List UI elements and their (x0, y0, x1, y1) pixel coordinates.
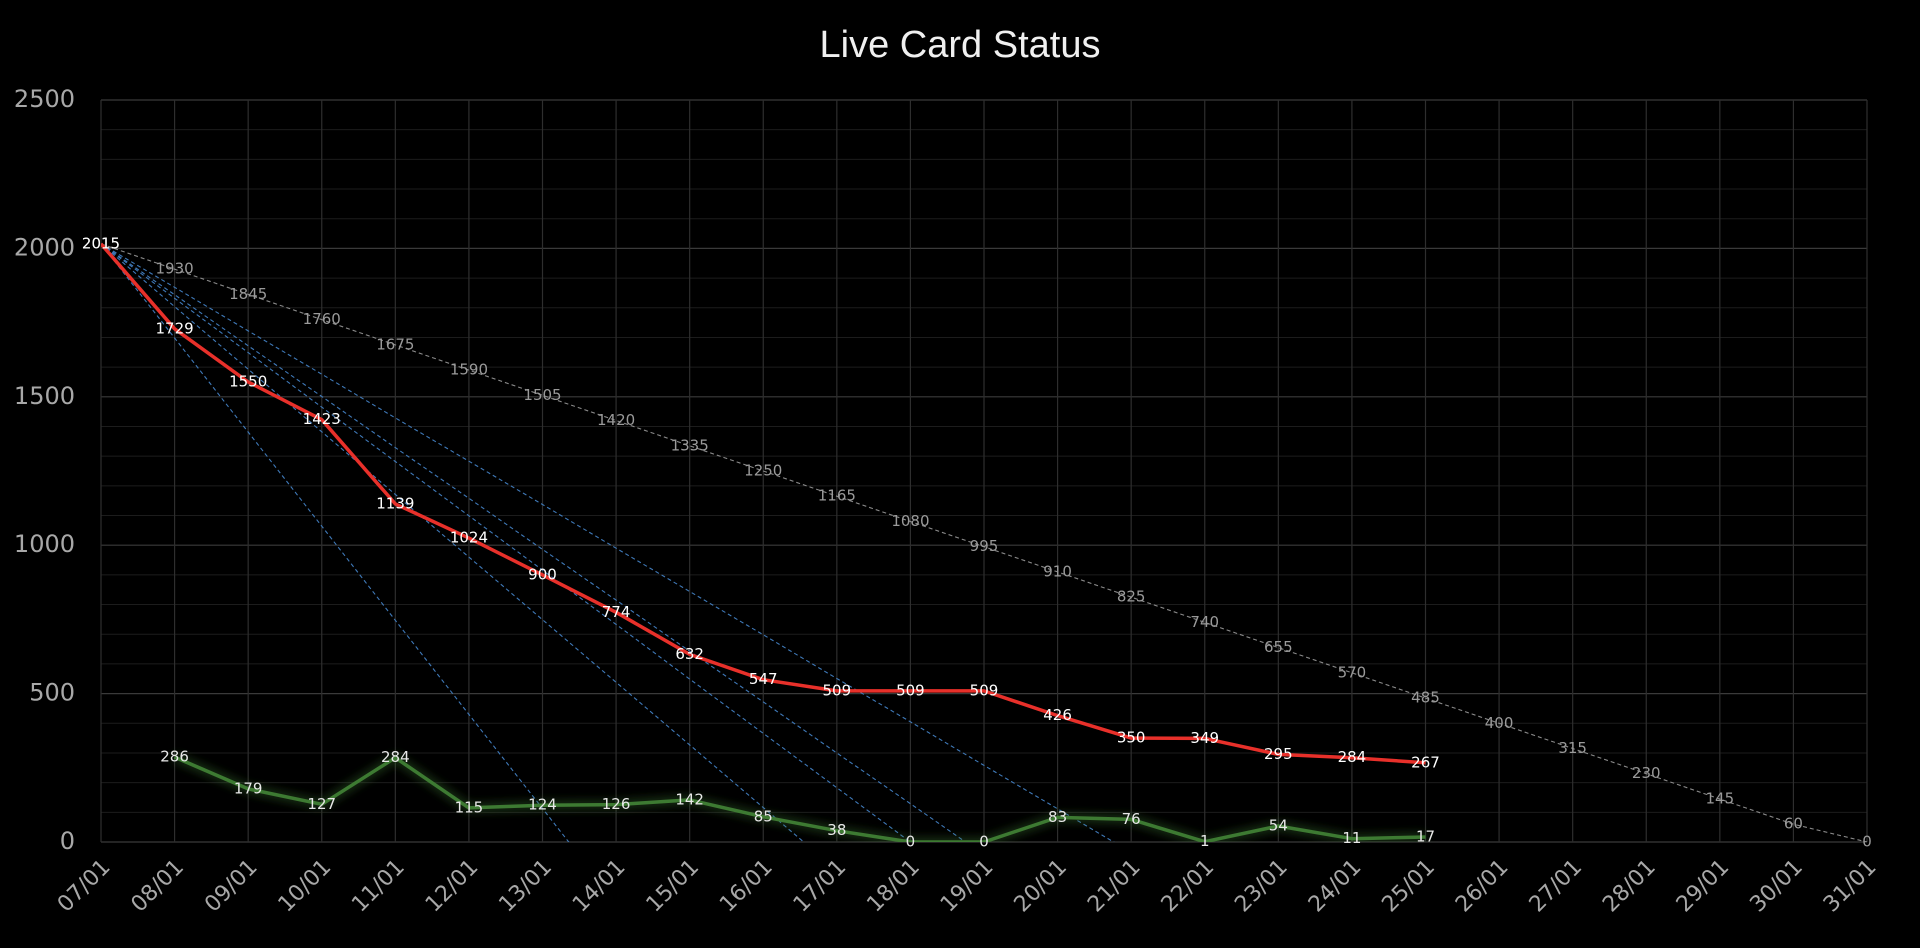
data-label: 1550 (229, 372, 267, 390)
data-label: 126 (602, 795, 631, 813)
data-label: 0 (906, 833, 916, 851)
data-label: 825 (1117, 588, 1146, 606)
data-label: 115 (455, 798, 484, 816)
y-tick-label: 2500 (14, 85, 75, 113)
data-label: 83 (1048, 808, 1067, 826)
y-tick-label: 1000 (14, 530, 75, 558)
data-label: 0 (1862, 833, 1872, 851)
data-label: 2015 (82, 234, 120, 252)
data-label: 286 (160, 748, 189, 766)
data-label: 509 (823, 681, 852, 699)
data-label: 85 (754, 807, 773, 825)
data-label: 1845 (229, 285, 267, 303)
dashed-line (101, 243, 805, 842)
data-label: 485 (1411, 689, 1440, 707)
data-label: 11 (1342, 829, 1361, 847)
data-label: 1420 (597, 411, 635, 429)
data-label: 509 (896, 681, 925, 699)
dashed-line (101, 243, 570, 842)
data-label: 284 (1338, 748, 1367, 766)
y-tick-label: 0 (60, 827, 75, 855)
data-label: 315 (1558, 739, 1587, 757)
data-label: 127 (307, 795, 336, 813)
data-label: 350 (1117, 729, 1146, 747)
data-label: 655 (1264, 638, 1293, 656)
data-label: 1729 (155, 319, 193, 337)
chart-title: Live Card Status (820, 24, 1101, 66)
data-label: 230 (1632, 764, 1661, 782)
data-label: 349 (1190, 729, 1219, 747)
dashed-line (101, 243, 1867, 842)
data-label: 910 (1043, 562, 1072, 580)
data-label: 1675 (376, 335, 414, 353)
data-label: 284 (381, 748, 410, 766)
data-label: 1590 (450, 361, 488, 379)
data-label: 1335 (671, 436, 709, 454)
data-label: 509 (970, 681, 999, 699)
data-label: 1250 (744, 462, 782, 480)
data-label: 142 (675, 790, 704, 808)
data-label: 76 (1122, 810, 1141, 828)
data-label: 267 (1411, 753, 1440, 771)
data-label: 124 (528, 796, 557, 814)
series-line (173, 755, 1426, 842)
data-label: 995 (970, 537, 999, 555)
dashed-line (101, 243, 1115, 842)
data-label: 400 (1485, 714, 1514, 732)
plot-area (101, 242, 1867, 842)
data-label: 1165 (818, 487, 856, 505)
y-tick-label: 2000 (14, 233, 75, 261)
data-label: 570 (1338, 663, 1367, 681)
series-line (101, 242, 1426, 765)
data-label: 145 (1706, 789, 1735, 807)
data-labels: 2015193018451760167515901505142013351250… (82, 234, 1872, 850)
data-label: 426 (1043, 706, 1072, 724)
y-tick-label: 500 (29, 679, 75, 707)
data-label: 1423 (303, 410, 341, 428)
data-label: 179 (234, 779, 263, 797)
data-label: 38 (827, 821, 846, 839)
data-label: 295 (1264, 745, 1293, 763)
data-label: 1505 (523, 386, 561, 404)
data-label: 740 (1190, 613, 1219, 631)
data-label: 17 (1416, 827, 1435, 845)
data-label: 0 (979, 833, 989, 851)
data-label: 547 (749, 670, 778, 688)
data-label: 1139 (376, 494, 414, 512)
data-label: 900 (528, 565, 557, 583)
data-label: 774 (602, 603, 631, 621)
data-label: 1024 (450, 529, 488, 547)
data-label: 2015 (82, 234, 120, 252)
y-tick-label: 1500 (14, 382, 75, 410)
data-label: 1930 (155, 260, 193, 278)
data-label: 54 (1269, 816, 1288, 834)
data-label: 60 (1784, 815, 1803, 833)
data-label: 1760 (303, 310, 341, 328)
data-label: 632 (675, 645, 704, 663)
data-label: 1080 (891, 512, 929, 530)
data-label: 1 (1200, 832, 1210, 850)
